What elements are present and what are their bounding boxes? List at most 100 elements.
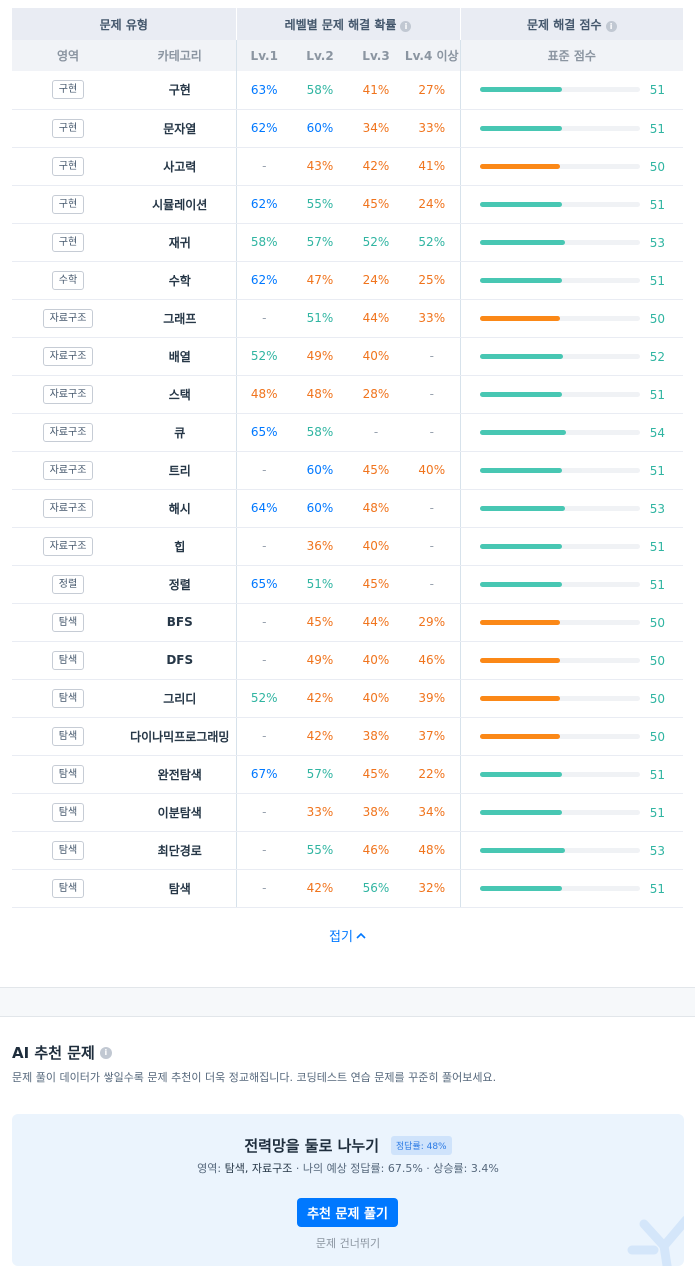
score-bar-fill <box>479 467 562 473</box>
category-label: BFS <box>166 615 193 629</box>
skip-problem-link[interactable]: 문제 건너뛰기 <box>315 1237 381 1250</box>
score-cell: 51 <box>459 375 684 414</box>
lv3-value: - <box>373 425 379 439</box>
col-header-area: 영역 <box>12 40 124 71</box>
category-label: 이분탐색 <box>157 805 202 820</box>
rate-badge: 정답률: 48% <box>390 1136 452 1155</box>
score-bar-track <box>479 733 640 739</box>
lv3-value: 45% <box>362 463 390 477</box>
lv2-cell: 60% <box>292 489 348 528</box>
lv1-cell: 52% <box>235 679 292 718</box>
table-row: 탐색 DFS - 49% 40% 46% 50 <box>12 641 684 680</box>
info-icon[interactable]: i <box>400 20 412 32</box>
lv3-cell: 44% <box>348 603 404 642</box>
score-bar-fill <box>479 125 562 131</box>
lv1-cell: - <box>235 147 292 186</box>
category-label: 다이나믹프로그래밍 <box>130 729 230 744</box>
collapse-button[interactable]: 접기 <box>329 926 366 945</box>
score-bar-track <box>479 695 640 701</box>
lv4-cell: - <box>404 337 461 376</box>
table-row: 탐색 이분탐색 - 33% 38% 34% 51 <box>12 793 684 832</box>
lv3-value: 38% <box>362 805 390 819</box>
sub-header-row: 영역 카테고리 Lv.1 Lv.2 Lv.3 Lv.4 이상 표준 점수 <box>12 40 684 71</box>
score-value: 50 <box>649 653 666 668</box>
score-bar-fill <box>479 809 562 815</box>
category-label: 재귀 <box>168 235 191 250</box>
lv4-cell: 34% <box>404 793 461 832</box>
lv1-cell: 63% <box>235 71 292 110</box>
area-cell: 자료구조 <box>12 413 124 452</box>
score-bar-fill <box>479 695 560 701</box>
ai-section-title: AI 추천 문제 i <box>12 1042 112 1063</box>
info-icon[interactable]: i <box>99 1046 112 1059</box>
lv1-value: 63% <box>250 82 278 97</box>
category-label: 그래프 <box>163 311 197 326</box>
lv1-cell: - <box>235 299 292 338</box>
lv4-value: - <box>429 425 434 439</box>
table-row: 구현 사고력 - 43% 42% 41% 50 <box>12 147 684 186</box>
lv2-value: 42% <box>306 729 334 743</box>
table-row: 구현 구현 63% 58% 41% 27% 51 <box>12 71 684 110</box>
lv2-value: 47% <box>306 273 334 287</box>
lv4-value: 48% <box>418 843 446 857</box>
section-divider <box>0 987 695 1017</box>
lv1-value: 62% <box>250 121 278 135</box>
score-cell: 50 <box>459 147 684 186</box>
lv2-value: 51% <box>306 577 334 591</box>
lv2-cell: 55% <box>292 185 348 224</box>
lv1-value: 65% <box>250 425 278 439</box>
recommendation-card: 전력망을 둘로 나누기 정답률: 48% 영역: 탐색, 자료구조 · 나의 예… <box>12 1114 684 1266</box>
score-bar-fill <box>479 581 562 587</box>
rec-problem-title[interactable]: 전력망을 둘로 나누기 <box>244 1137 380 1155</box>
group-header-row: 문제 유형 레벨별 문제 해결 확률 i 문제 해결 점수 i <box>12 8 684 40</box>
score-value: 51 <box>649 539 666 554</box>
lv1-value: - <box>262 805 267 819</box>
lv1-value: - <box>262 881 267 895</box>
category-label: 그리디 <box>163 691 197 706</box>
table-row: 자료구조 힙 - 36% 40% - 51 <box>12 527 684 566</box>
lv4-cell: 29% <box>404 603 461 642</box>
lv2-value: 60% <box>306 463 334 477</box>
area-badge: 정렬 <box>51 574 85 594</box>
lv2-cell: 42% <box>292 679 348 718</box>
category-label: 사고력 <box>163 159 197 174</box>
lv3-value: 45% <box>362 197 390 211</box>
lv3-cell: 28% <box>348 375 404 414</box>
area-badge: 자료구조 <box>42 536 94 556</box>
category-cell: DFS <box>124 641 236 680</box>
lv3-cell: 52% <box>348 223 404 262</box>
col-header-standard-score: 표준 점수 <box>459 40 684 71</box>
area-cell: 탐색 <box>12 603 124 642</box>
area-badge: 구현 <box>51 118 85 138</box>
lv1-value: - <box>262 843 267 857</box>
score-cell: 53 <box>459 489 684 528</box>
lv4-value: - <box>429 387 434 401</box>
lv2-cell: 60% <box>292 451 348 490</box>
rec-title-row: 전력망을 둘로 나누기 정답률: 48% <box>12 1135 684 1156</box>
area-cell: 탐색 <box>12 717 124 756</box>
category-cell: 사고력 <box>124 147 236 186</box>
score-cell: 50 <box>459 299 684 338</box>
area-badge: 자료구조 <box>42 422 94 442</box>
category-label: 최단경로 <box>157 843 202 858</box>
lv2-cell: 49% <box>292 337 348 376</box>
lv2-value: 42% <box>306 881 334 895</box>
lv1-cell: 65% <box>235 565 292 604</box>
lv1-value: - <box>262 615 267 629</box>
lv4-value: 34% <box>418 805 446 819</box>
score-bar-fill <box>479 733 560 739</box>
col-header-lv1: Lv.1 <box>235 40 292 71</box>
lv1-cell: 52% <box>235 337 292 376</box>
category-label: 완전탐색 <box>157 767 202 782</box>
table-body: 구현 구현 63% 58% 41% 27% 51 구현 문자열 62% 60% 34% 33% 51 구현 사… <box>12 71 684 908</box>
info-icon[interactable]: i <box>605 20 617 32</box>
category-cell: 그래프 <box>124 299 236 338</box>
meta-area: 탐색, 자료구조 <box>224 1162 293 1175</box>
score-bar-fill <box>479 277 562 283</box>
score-bar-track <box>479 619 640 625</box>
lv1-value: - <box>262 311 267 325</box>
lv3-cell: 24% <box>348 261 404 300</box>
score-value: 50 <box>649 159 666 174</box>
solve-recommended-button[interactable]: 추천 문제 풀기 <box>297 1198 398 1227</box>
lv2-value: 60% <box>306 121 334 135</box>
